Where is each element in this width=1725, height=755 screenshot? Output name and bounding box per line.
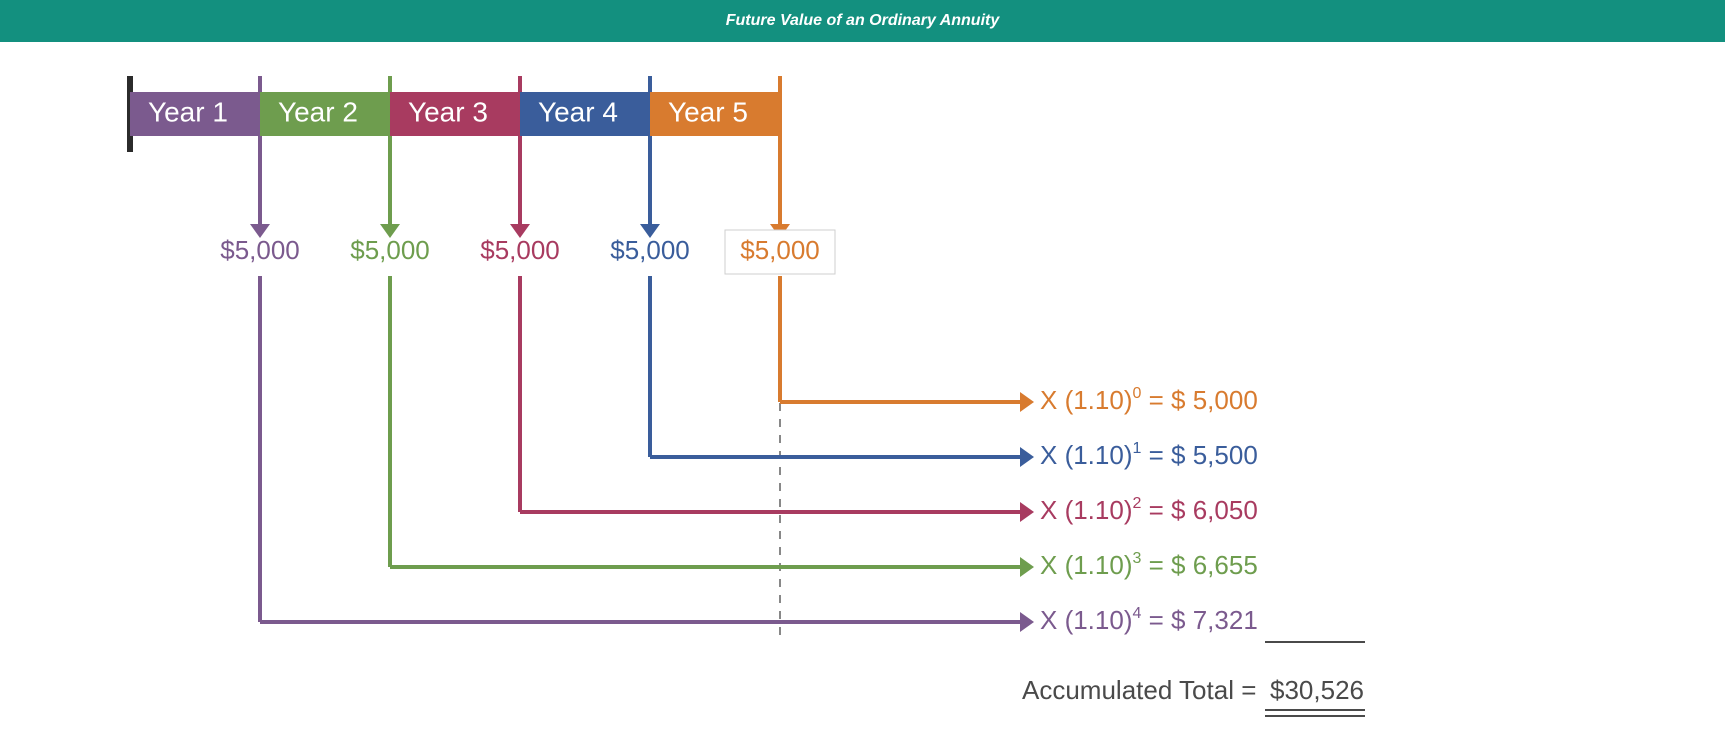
year-label-1: Year 1	[148, 96, 228, 127]
formula-1: X (1.10)1 = $ 5,500	[1040, 440, 1258, 470]
accumulated-total: Accumulated Total = $30,526	[1022, 675, 1364, 705]
payment-5: $5,000	[740, 235, 820, 265]
annuity-diagram: Year 1 Year 2 Year 3 Year 4 Year 5 $5,000 $5,0…	[0, 42, 1725, 737]
payment-1: $5,000	[220, 235, 300, 265]
year-label-2: Year 2	[278, 96, 358, 127]
formula-2: X (1.10)2 = $ 6,050	[1040, 495, 1258, 525]
payment-2: $5,000	[350, 235, 430, 265]
title-text: Future Value of an Ordinary Annuity	[726, 12, 1000, 29]
formula-0: X (1.10)0 = $ 5,000	[1040, 385, 1258, 415]
year-label-4: Year 4	[538, 96, 618, 127]
payment-3: $5,000	[480, 235, 560, 265]
year-label-5: Year 5	[668, 96, 748, 127]
title-bar: Future Value of an Ordinary Annuity	[0, 0, 1725, 42]
year-label-3: Year 3	[408, 96, 488, 127]
formula-3: X (1.10)3 = $ 6,655	[1040, 550, 1258, 580]
formula-4: X (1.10)4 = $ 7,321	[1040, 605, 1258, 635]
payment-4: $5,000	[610, 235, 690, 265]
